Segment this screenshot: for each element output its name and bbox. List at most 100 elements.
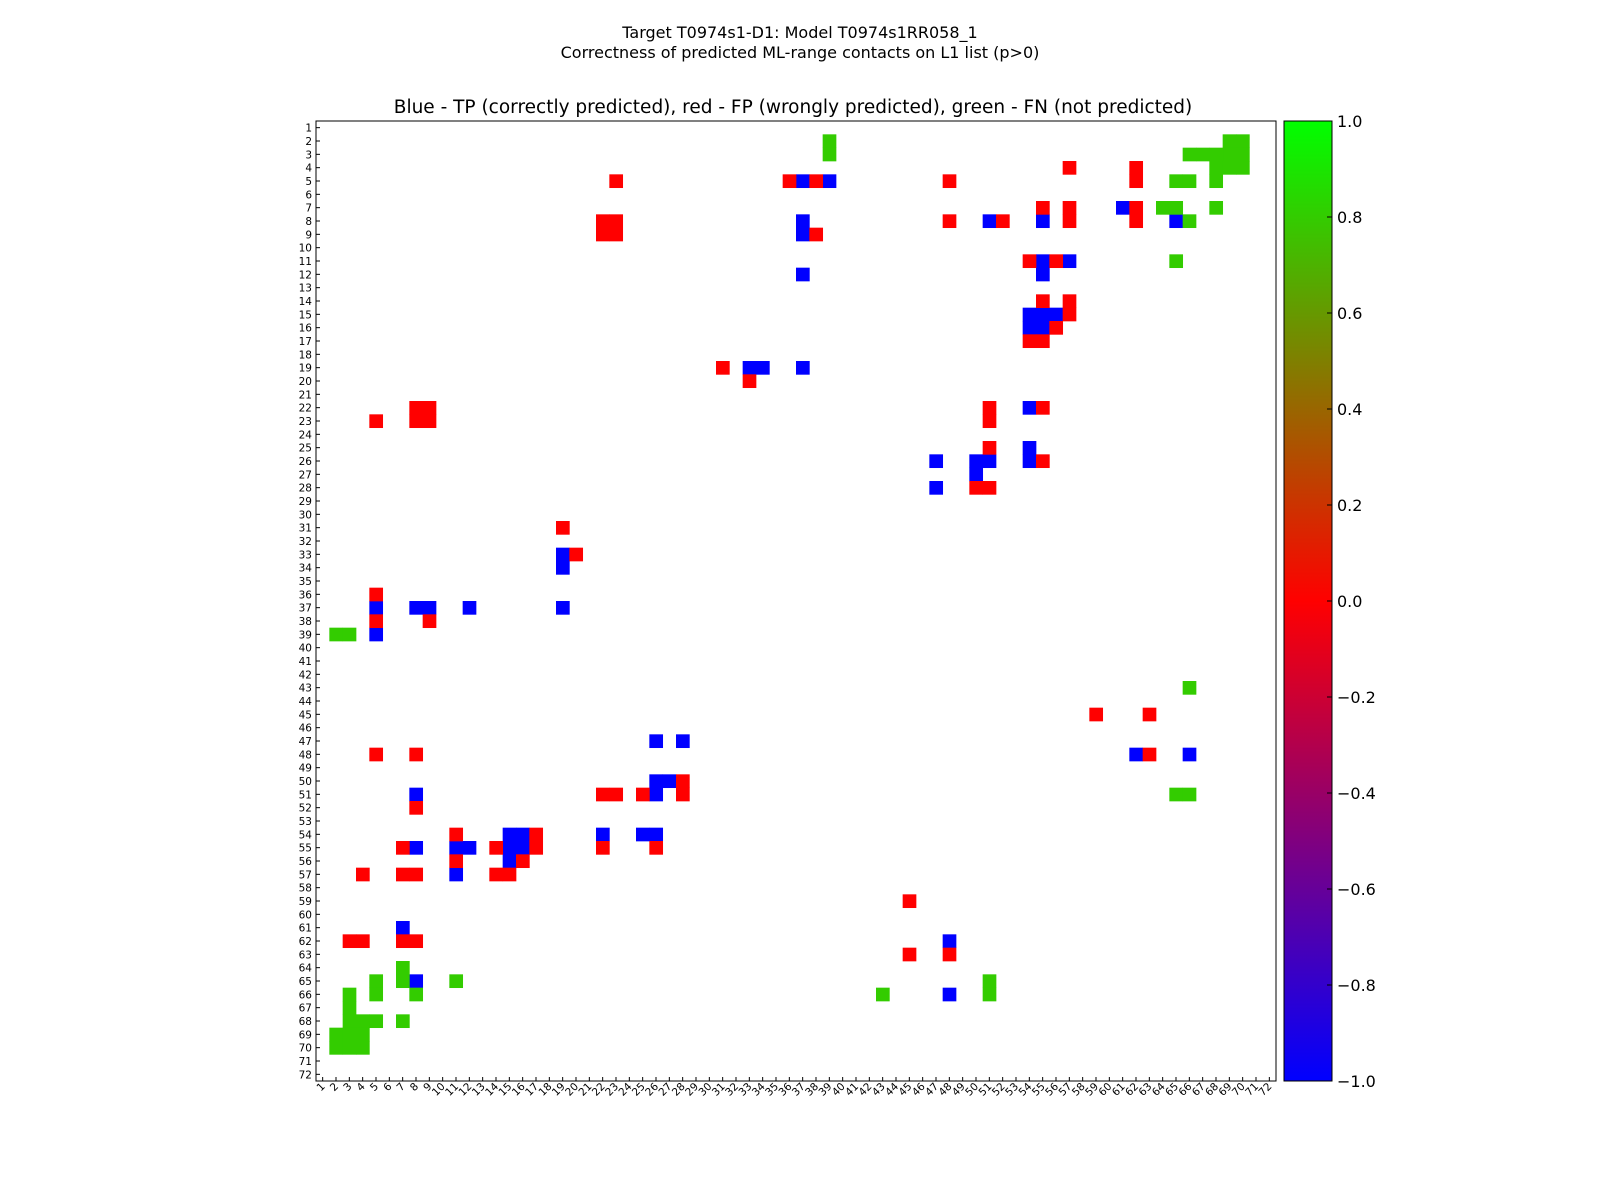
cell-tp-55-11 bbox=[1036, 254, 1050, 269]
cell-fn-69-2 bbox=[1222, 134, 1237, 149]
cell-tp-56-15 bbox=[1049, 307, 1064, 322]
cell-tp-54-16 bbox=[1022, 321, 1037, 335]
plot-frame bbox=[315, 120, 1277, 1082]
cell-tp-47-26 bbox=[929, 454, 944, 469]
x-tick-label: 6 bbox=[381, 1080, 394, 1093]
y-tick-label: 6 bbox=[305, 189, 312, 201]
cell-fp-17-55 bbox=[529, 841, 544, 855]
cell-tp-12-37 bbox=[462, 601, 477, 615]
cell-tp-19-34 bbox=[556, 561, 570, 575]
figure-title-line-2: Correctness of predicted ML-range contac… bbox=[560, 43, 1040, 62]
cell-fp-8-23 bbox=[409, 414, 424, 429]
cell-tp-65-8 bbox=[1169, 214, 1184, 229]
colorbar-tick-label: 0.2 bbox=[1337, 496, 1362, 515]
cell-fn-67-3 bbox=[1196, 147, 1210, 162]
y-tick-label: 47 bbox=[299, 736, 312, 748]
cell-fn-69-3 bbox=[1222, 147, 1237, 162]
cell-fp-63-45 bbox=[1142, 707, 1157, 722]
colorbar-tick-label: −1.0 bbox=[1337, 1072, 1376, 1091]
cell-fn-11-65 bbox=[449, 974, 464, 989]
y-tick-label: 3 bbox=[305, 149, 312, 161]
colorbar-gradient bbox=[1284, 121, 1332, 1081]
cell-fp-51-28 bbox=[982, 481, 997, 495]
y-tick-label: 14 bbox=[299, 296, 313, 308]
x-axis-ticks: 1 2 3 4 5 6 7 8 91011121314151617181920212223242… bbox=[315, 1077, 1274, 1099]
x-tick-label: 1 bbox=[315, 1081, 328, 1094]
colorbar-ticks: 1.0 0.8 0.6 0.4 0.2 0.0 −0.2 −0.4 −0.6 −0.8 −1.0 bbox=[1327, 112, 1376, 1091]
cell-fn-39-3 bbox=[822, 147, 837, 162]
colorbar-tick-label: 0.4 bbox=[1337, 400, 1362, 419]
cell-fn-5-65 bbox=[369, 974, 384, 989]
cell-fp-22-8 bbox=[596, 214, 610, 229]
colorbar-tick-label: −0.4 bbox=[1337, 784, 1376, 803]
y-tick-label: 52 bbox=[299, 803, 312, 815]
cell-fn-39-2 bbox=[822, 134, 837, 149]
y-tick-label: 1 bbox=[305, 123, 312, 135]
colorbar-tick-label: −0.8 bbox=[1337, 976, 1376, 995]
cell-fn-3-69 bbox=[342, 1027, 357, 1042]
cell-tp-15-54 bbox=[502, 827, 517, 842]
cell-fp-9-22 bbox=[422, 401, 437, 415]
cell-fp-16-56 bbox=[516, 854, 530, 869]
y-tick-label: 68 bbox=[299, 1016, 312, 1028]
cell-fp-45-59 bbox=[902, 894, 917, 909]
y-tick-label: 5 bbox=[305, 176, 312, 188]
y-tick-label: 34 bbox=[299, 563, 313, 575]
cell-fp-11-54 bbox=[449, 827, 464, 842]
cell-fp-31-19 bbox=[716, 361, 730, 375]
cell-tp-57-11 bbox=[1062, 254, 1077, 269]
cell-fn-7-68 bbox=[396, 1014, 410, 1029]
cell-fn-4-68 bbox=[356, 1014, 370, 1029]
cell-tp-8-55 bbox=[409, 841, 424, 855]
cell-fp-38-5 bbox=[809, 174, 824, 189]
cell-fp-28-51 bbox=[676, 787, 690, 802]
y-tick-label: 2 bbox=[305, 136, 312, 148]
cell-fn-7-64 bbox=[396, 961, 410, 975]
cell-tp-51-8 bbox=[982, 214, 997, 229]
cell-fn-3-39 bbox=[342, 627, 357, 642]
cell-fp-57-15 bbox=[1062, 307, 1077, 322]
cell-tp-55-15 bbox=[1036, 307, 1050, 322]
y-tick-label: 13 bbox=[299, 283, 312, 295]
y-tick-label: 36 bbox=[299, 589, 313, 601]
cell-tp-16-55 bbox=[516, 841, 530, 855]
cell-fp-4-57 bbox=[356, 867, 370, 882]
y-tick-label: 45 bbox=[299, 709, 312, 721]
cell-tp-12-55 bbox=[462, 841, 477, 855]
x-tick-label: 7 bbox=[395, 1081, 408, 1094]
cell-fn-3-67 bbox=[342, 1001, 357, 1015]
y-tick-label: 66 bbox=[299, 989, 313, 1001]
cell-fp-48-8 bbox=[942, 214, 957, 229]
cell-fn-68-7 bbox=[1209, 201, 1224, 215]
y-tick-label: 40 bbox=[299, 643, 312, 655]
cell-fp-62-4 bbox=[1129, 161, 1144, 175]
cell-fp-23-9 bbox=[609, 227, 624, 242]
cell-fp-63-48 bbox=[1142, 747, 1157, 762]
cell-fn-7-65 bbox=[396, 974, 410, 989]
y-tick-label: 27 bbox=[299, 469, 312, 481]
y-tick-label: 55 bbox=[299, 843, 312, 855]
cell-tp-11-55 bbox=[449, 841, 464, 855]
cell-tp-55-8 bbox=[1036, 214, 1050, 229]
y-tick-label: 62 bbox=[299, 936, 312, 948]
x-tick-label: 8 bbox=[408, 1081, 421, 1094]
y-tick-label: 70 bbox=[299, 1043, 312, 1055]
cell-fn-66-8 bbox=[1182, 214, 1197, 229]
cell-tp-25-54 bbox=[636, 827, 650, 842]
cell-fp-19-31 bbox=[556, 521, 570, 535]
cell-fn-65-51 bbox=[1169, 787, 1184, 802]
cell-fp-48-63 bbox=[942, 947, 957, 962]
x-tick-label: 4 bbox=[355, 1080, 368, 1093]
cell-tp-39-5 bbox=[822, 174, 837, 189]
cell-tp-15-55 bbox=[502, 841, 517, 855]
colorbar-tick-label: −0.2 bbox=[1337, 688, 1376, 707]
cell-fp-55-17 bbox=[1036, 334, 1050, 349]
cell-tp-33-19 bbox=[742, 361, 757, 375]
cell-tp-37-8 bbox=[796, 214, 810, 229]
y-tick-label: 26 bbox=[299, 456, 313, 468]
y-tick-label: 21 bbox=[299, 389, 312, 401]
cell-tp-54-15 bbox=[1022, 307, 1037, 322]
cell-fp-48-5 bbox=[942, 174, 957, 189]
cell-fp-33-20 bbox=[742, 374, 757, 389]
cell-tp-37-5 bbox=[796, 174, 810, 189]
